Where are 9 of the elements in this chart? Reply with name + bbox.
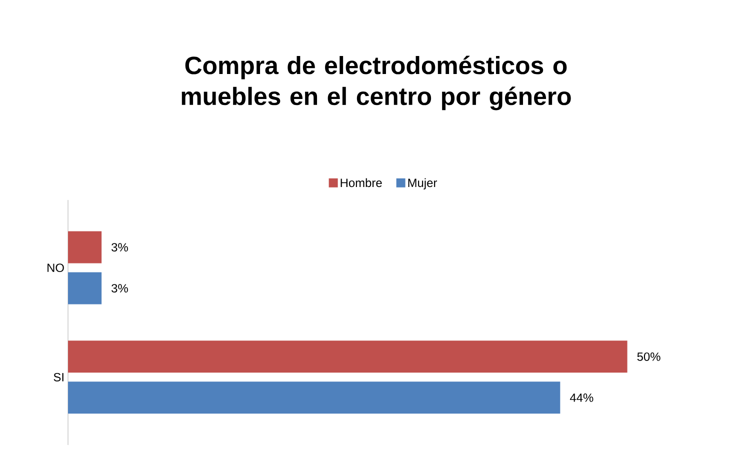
data-label: 44% (570, 393, 594, 402)
chart-title: Compra de electrodomésticos o muebles en el centro por género (182, 56, 571, 110)
legend-label: Mujer (408, 178, 437, 190)
legend-label: Hombre (340, 178, 382, 188)
data-label: 3% (112, 243, 128, 252)
y-tick-label: NO (48, 264, 64, 272)
y-tick-label: SI (54, 372, 64, 382)
data-label: 50% (637, 352, 660, 361)
data-label: 3% (112, 284, 128, 293)
